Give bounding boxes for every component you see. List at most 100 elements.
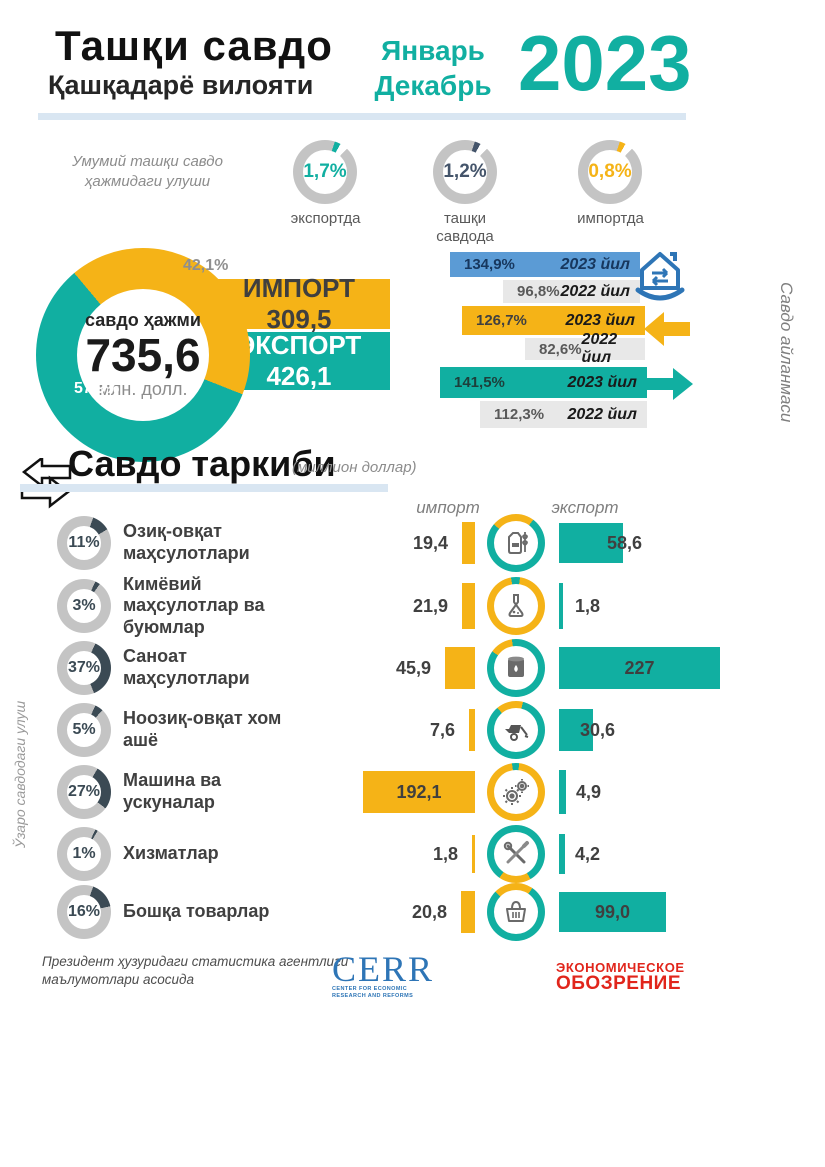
trade-volume-donut: савдо ҳажми 735,6 млн. долл.	[36, 248, 250, 462]
turnover-pct-2023: 134,9%	[464, 256, 515, 273]
flask-icon	[508, 594, 524, 617]
donut-hole	[494, 890, 538, 934]
header-divider	[38, 113, 686, 120]
turnover-bar-2023: 134,9% 2023 йил	[450, 252, 640, 277]
export-cell: 4,2	[559, 824, 825, 884]
export-value: 1,8	[575, 595, 601, 616]
year-2023-label: 2023 йил	[565, 311, 635, 329]
donut-hole	[494, 770, 538, 814]
export-value: 99,0	[594, 901, 631, 922]
category-label: Саноат маҳсулотлари	[123, 646, 250, 688]
share-label-export: экспортда	[290, 210, 361, 227]
category-icon-ring	[487, 639, 545, 697]
donut-hole	[67, 589, 101, 623]
import-value: 7,6	[429, 719, 455, 740]
share-value-export: 1,7%	[303, 161, 347, 182]
donut-hole	[494, 832, 538, 876]
import-cell: 192,1	[288, 762, 475, 822]
share-value: 11%	[68, 534, 100, 551]
import-value: 20,8	[411, 901, 447, 922]
import-bar: 192,1	[363, 771, 475, 813]
share-donut-import: 0,8%	[578, 140, 642, 204]
export-growth-bar-2022: 112,3% 2022 йил	[480, 401, 647, 428]
share-value: 27%	[67, 783, 101, 800]
donut-hole	[67, 775, 101, 809]
volume-caption: савдо ҳажми	[85, 310, 201, 330]
category-row-machinery: 27% Машина ва ускуналар 192,1	[0, 762, 825, 822]
export-value: 227	[624, 657, 655, 678]
export-bar	[559, 834, 565, 874]
category-icon-ring	[487, 763, 545, 821]
food-sack-icon	[508, 532, 528, 554]
export-bar	[559, 583, 563, 629]
export-growth-bar-2023: 141,5% 2023 йил	[440, 367, 647, 398]
import-bar	[472, 835, 475, 873]
share-value: 1%	[72, 845, 96, 862]
import-cell: 7,6	[300, 700, 475, 760]
period-month-start: Январь	[381, 35, 485, 66]
export-bar	[559, 523, 623, 563]
import-bar	[445, 647, 475, 689]
import-value: 45,9	[395, 657, 431, 678]
import-cell: 21,9	[300, 576, 475, 636]
category-icon-ring	[487, 701, 545, 759]
share-value-import: 0,8%	[588, 161, 632, 182]
donut-hole	[494, 646, 538, 690]
export-bar: 99,0	[559, 892, 666, 932]
export-volume-label: ЭКСПОРТ 426,1	[236, 330, 362, 391]
wheelbarrow-icon	[505, 725, 529, 741]
category-label: Ноозиқ-овқат хом ашё	[123, 708, 282, 750]
category-row-industrial: 37% Саноат маҳсулотлари 45,9 227	[0, 638, 825, 698]
export-value: 4,2	[575, 843, 601, 864]
import-cell: 1,8	[300, 824, 475, 884]
import-value: 21,9	[412, 595, 448, 616]
export-bar	[559, 770, 566, 814]
period-month-end: Декабрь	[374, 70, 492, 101]
export-direction-arrow-icon	[647, 368, 693, 400]
share-donut: 27%	[57, 765, 111, 819]
share-value: 5%	[72, 721, 96, 738]
export-cell: 99,0	[559, 882, 825, 942]
donut-hole	[303, 150, 347, 194]
share-donut: 5%	[57, 703, 111, 757]
category-row-services: 1% Хизматлар 1,8 4,2	[0, 824, 825, 884]
export-cell: 4,9	[559, 762, 825, 822]
export-pct-2023: 141,5%	[454, 374, 505, 391]
economic-review-logo: ЭКОНОМИЧЕСКОЕ ОБОЗРЕНИЕ	[556, 960, 685, 993]
volume-total: 735,6	[85, 328, 201, 381]
export-cell: 227	[559, 638, 825, 698]
donut-hole: савдо ҳажми 735,6 млн. долл.	[77, 289, 209, 421]
composition-unit-note: (миллион доллар)	[292, 459, 417, 476]
donut-hole	[494, 521, 538, 565]
share-donut: 3%	[57, 579, 111, 633]
export-cell: 1,8	[559, 576, 825, 636]
brand-line2: ОБОЗРЕНИЕ	[556, 973, 682, 994]
year-2023-label: 2023 йил	[560, 255, 630, 273]
volume-unit: млн. долл.	[98, 378, 188, 399]
export-value: 30,6	[580, 719, 616, 740]
export-pct-2022: 112,3%	[494, 406, 545, 423]
category-row-chemical: 3% Кимёвий маҳсулотлар ва буюмлар 21,9 1…	[0, 574, 825, 637]
trade-house-icon	[635, 252, 685, 301]
export-bar	[559, 709, 593, 751]
donut-hole	[67, 713, 101, 747]
composition-title: Савдо таркиби	[68, 443, 336, 484]
share-value: 37%	[67, 659, 101, 676]
share-donut: 1%	[57, 827, 111, 881]
brand-line1: ЭКОНОМИЧЕСКОЕ	[556, 960, 685, 975]
year-2022-label: 2022 йил	[560, 282, 630, 300]
import-value: 1,8	[432, 843, 458, 864]
category-label: Хизматлар	[123, 843, 219, 864]
source-line1: Президент ҳузуридаги статистика агентлиг…	[42, 954, 349, 969]
import-volume-label: ИМПОРТ 309,5	[242, 273, 356, 334]
share-value-trade: 1,2%	[443, 161, 487, 182]
category-row-other: 16% Бошқа товарлар 20,8 99,0	[0, 882, 825, 942]
share-label-import: импортда	[577, 210, 644, 227]
share-donut-trade: 1,2%	[433, 140, 497, 204]
import-cell: 19,4	[300, 513, 475, 573]
category-label: Бошқа товарлар	[123, 901, 270, 922]
page-subtitle: Қашқадарё вилояти	[48, 70, 314, 100]
category-label: Озиқ-овқат маҳсулотлари	[123, 521, 250, 563]
import-share-label: 42,1%	[183, 257, 229, 274]
import-pct-2023: 126,7%	[476, 312, 527, 329]
